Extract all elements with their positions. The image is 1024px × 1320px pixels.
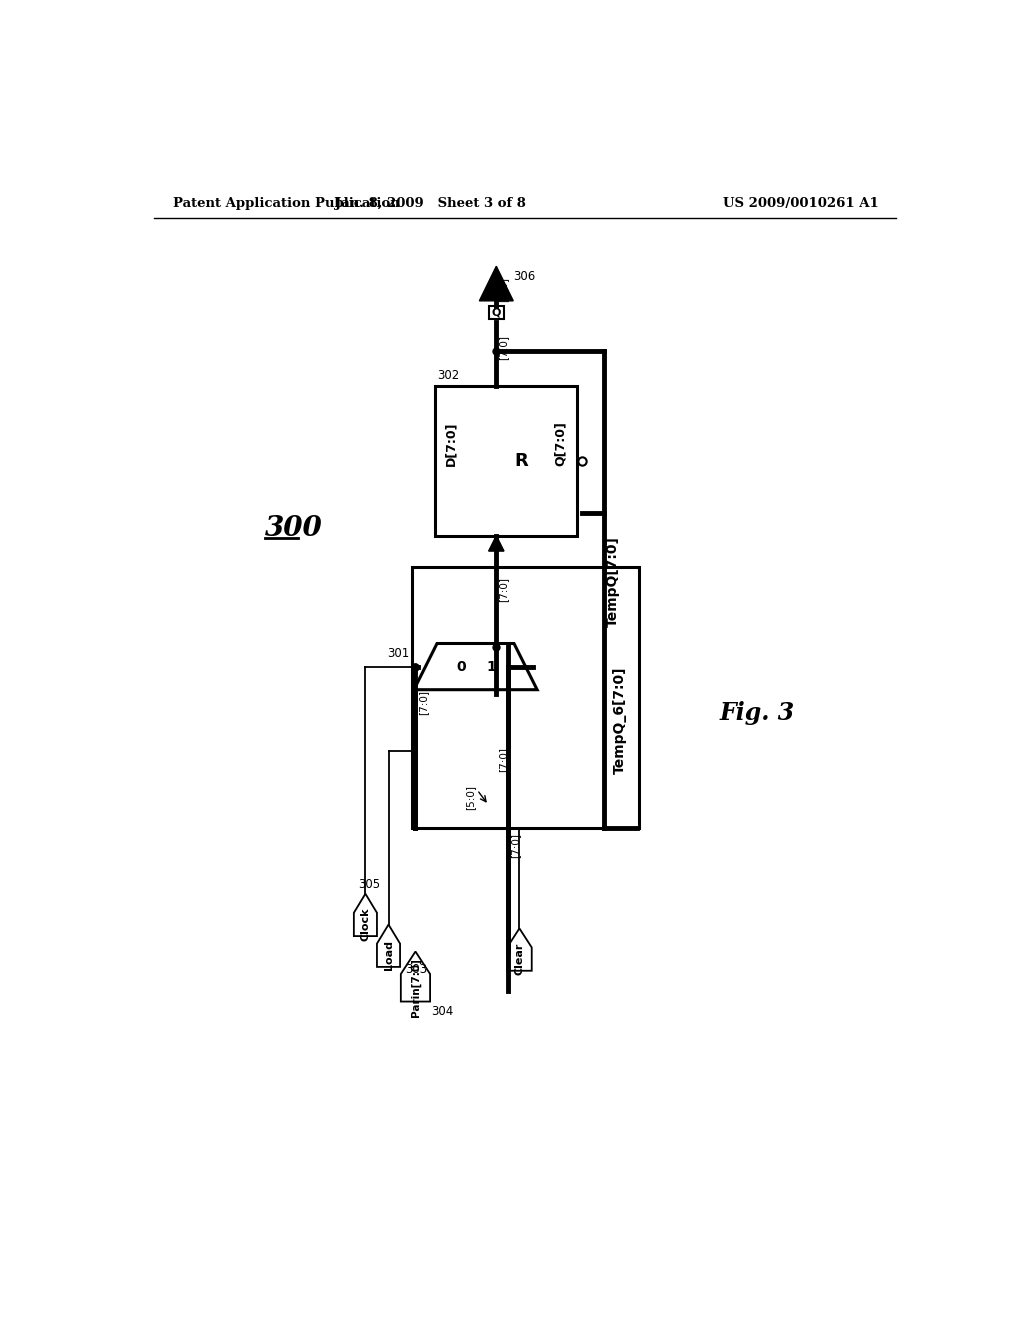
- Polygon shape: [479, 267, 513, 301]
- Text: 302: 302: [437, 368, 460, 381]
- Text: [7:0]: [7:0]: [418, 689, 428, 714]
- Text: Patent Application Publication: Patent Application Publication: [173, 197, 399, 210]
- Text: 304: 304: [431, 1006, 453, 1019]
- Text: TempQ[7:0]: TempQ[7:0]: [606, 536, 621, 627]
- Polygon shape: [377, 924, 400, 966]
- Text: [7:0]: [7:0]: [510, 833, 520, 858]
- Text: [7:0]: [7:0]: [499, 334, 509, 359]
- Text: US 2009/0010261 A1: US 2009/0010261 A1: [723, 197, 879, 210]
- Polygon shape: [488, 536, 504, 552]
- Text: 303: 303: [404, 964, 427, 975]
- Polygon shape: [354, 894, 377, 936]
- Text: [7:0]: [7:0]: [499, 577, 509, 602]
- Text: D[7:0]: D[7:0]: [444, 421, 457, 466]
- Text: Q[7:0]: Q[7:0]: [554, 421, 567, 466]
- Text: 306: 306: [513, 271, 536, 282]
- Text: TempQ_6[7:0]: TempQ_6[7:0]: [612, 667, 627, 775]
- Bar: [435, 385, 578, 536]
- Text: [7:0]: [7:0]: [499, 747, 509, 771]
- Text: Jan. 8, 2009   Sheet 3 of 8: Jan. 8, 2009 Sheet 3 of 8: [336, 197, 526, 210]
- Text: 301: 301: [387, 647, 410, 660]
- Text: 305: 305: [357, 878, 380, 891]
- Text: [7:0]: [7:0]: [499, 277, 509, 302]
- Bar: [488, 306, 504, 318]
- Text: Load: Load: [384, 940, 393, 970]
- Text: 0: 0: [457, 660, 467, 673]
- Text: Clock: Clock: [360, 908, 371, 941]
- Polygon shape: [507, 928, 531, 970]
- Text: 1: 1: [486, 660, 496, 673]
- Text: R: R: [514, 451, 528, 470]
- Text: [5:0]: [5:0]: [466, 785, 475, 810]
- Polygon shape: [400, 952, 430, 1002]
- Text: Parin[7:0]: Parin[7:0]: [411, 958, 421, 1018]
- Text: Clear: Clear: [514, 942, 524, 975]
- Bar: [412, 566, 639, 829]
- Polygon shape: [414, 644, 538, 689]
- Text: Q: Q: [492, 308, 501, 317]
- Text: Fig. 3: Fig. 3: [720, 701, 795, 725]
- Text: 300: 300: [265, 515, 323, 541]
